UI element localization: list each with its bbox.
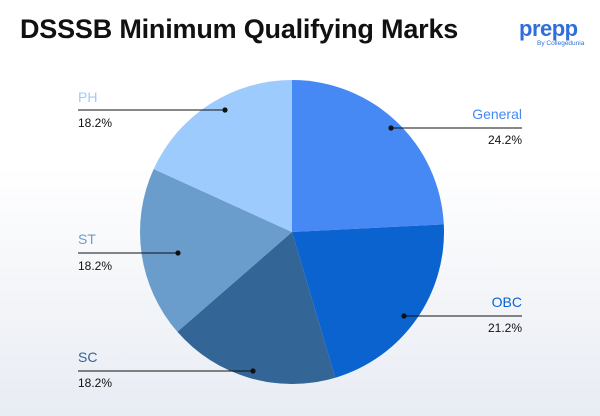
pie-slices (139, 80, 444, 384)
leader-lines (78, 107, 522, 374)
pie-slice-general (292, 80, 444, 232)
pie-slice-sc (177, 232, 336, 384)
brand-tagline: By Collegedunia (537, 40, 585, 47)
slice-value-sc: 18.2% (78, 376, 112, 390)
leader-dot-sc (250, 368, 256, 374)
brand-logo: prepp By Collegedunia (519, 16, 589, 52)
brand-name: prepp (519, 16, 578, 41)
slice-label-ph: PH (78, 89, 97, 105)
slice-labels: General 24.2% OBC 21.2% SC 18.2% ST 18.2% PH 18.2… (78, 89, 522, 390)
pie-slice-st (139, 169, 292, 332)
slice-value-obc: 21.2% (488, 321, 522, 335)
leader-dot-general (388, 125, 394, 131)
slice-label-sc: SC (78, 349, 97, 365)
slice-label-obc: OBC (492, 294, 522, 310)
leader-dot-ph (222, 107, 228, 113)
pie-slice-obc (292, 224, 444, 378)
slice-label-general: General (472, 106, 522, 122)
pie-slice-ph (153, 80, 292, 232)
leader-dot-obc (401, 313, 407, 319)
slice-label-st: ST (78, 231, 96, 247)
slice-value-ph: 18.2% (78, 116, 112, 130)
slice-value-st: 18.2% (78, 259, 112, 273)
chart-title: DSSSB Minimum Qualifying Marks (20, 14, 459, 44)
leader-dot-st (175, 250, 181, 256)
slice-value-general: 24.2% (488, 133, 522, 147)
